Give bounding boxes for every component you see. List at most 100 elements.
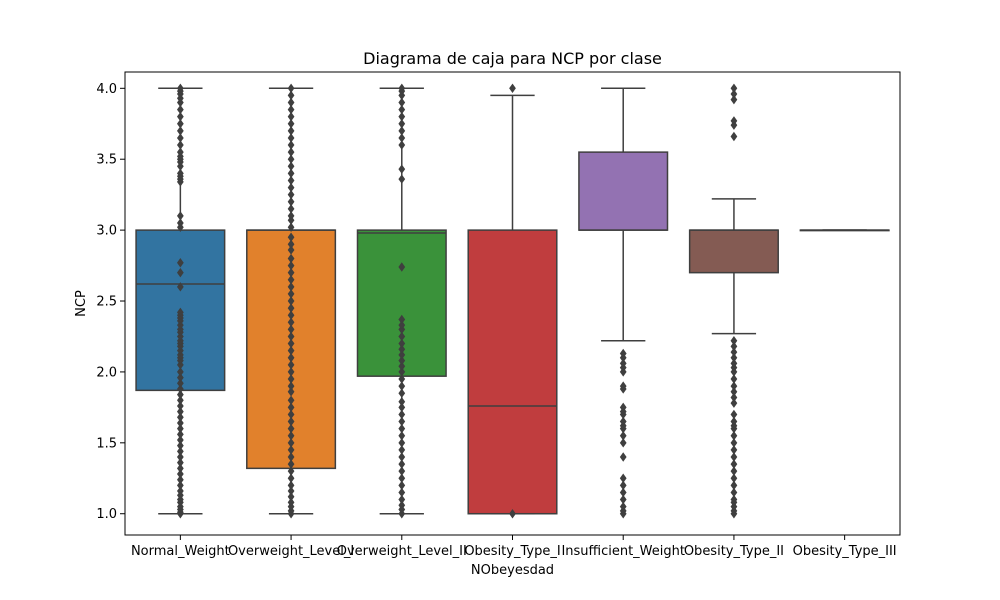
outlier-point [730,416,738,427]
outlier-point [287,267,295,278]
outlier-point [287,416,295,427]
outlier-point [730,374,738,384]
outlier-point [398,409,406,420]
chart-title: Diagrama de caja para NCP por clase [363,49,662,68]
outlier-point [287,395,295,405]
outlier-point [730,358,738,369]
outlier-point [287,161,295,172]
outlier-point [287,466,295,476]
outlier-point [287,104,295,115]
outlier-point [730,116,738,126]
outlier-point [730,480,738,491]
outlier-point [398,126,406,136]
outlier-point [730,445,738,455]
outlier-point [176,423,184,434]
y-tick-label: 4.0 [96,82,117,97]
outlier-point [176,440,184,451]
outlier-point [619,494,627,505]
outlier-point [176,480,184,491]
outlier-point [287,480,295,491]
outlier-point [730,392,738,403]
outlier-point [398,388,406,398]
outlier-point [398,438,406,448]
outlier-point [730,473,738,483]
outlier-point [398,459,406,469]
outlier-point [287,367,295,377]
outlier-point [176,446,184,457]
outlier-point [730,387,738,397]
outlier-point [287,111,295,122]
outlier-point [287,353,295,363]
outlier-point [730,131,738,142]
outlier-point [619,381,627,391]
outlier-point [176,282,184,292]
outlier-point [509,509,516,519]
outlier-point [398,381,406,391]
outlier-point [730,459,738,469]
outlier-point [398,83,406,94]
outlier-point [287,119,295,129]
outlier-point [730,452,738,462]
outlier-point [176,378,184,388]
box-group [578,87,669,519]
outlier-point [730,381,738,391]
outlier-point [398,97,406,108]
outlier-point [619,480,627,491]
outlier-point [287,282,295,292]
x-tick-label: Obesity_Type_I [464,544,560,559]
x-tick-label: Insufficient_Weight [561,544,685,559]
outlier-point [398,361,406,371]
outlier-point [176,218,184,228]
outlier-point [287,239,295,250]
outlier-point [619,438,627,448]
outlier-point [287,289,295,299]
outlier-point [398,320,406,330]
outlier-point [176,211,184,221]
outlier-point [176,111,184,122]
outlier-point [398,338,406,349]
x-axis: Normal_WeightOverweight_Level_IOverweigh… [131,535,897,559]
outlier-point [619,358,627,369]
x-tick-label: Overweight_Level_II [337,544,467,559]
outlier-point [398,487,406,498]
outlier-point [398,402,406,413]
outlier-point [287,245,295,255]
outlier-point [176,452,184,462]
outlier-point [287,310,295,320]
y-tick-label: 2.0 [96,365,117,380]
outlier-point [730,89,738,99]
box [688,229,779,274]
outlier-point [398,174,406,184]
outlier-point [176,457,184,468]
outlier-point [398,111,406,122]
outlier-point [398,367,406,377]
outlier-point [287,222,295,232]
outlier-point [619,402,627,413]
outlier-point [287,168,295,179]
outlier-point [176,126,184,136]
outlier-point [619,431,627,441]
outlier-point [287,182,295,193]
outlier-point [730,409,738,420]
outlier-point [398,344,406,354]
outlier-point [287,491,295,502]
outlier-point [287,317,295,328]
outlier-point [398,104,406,115]
outlier-point [287,204,295,214]
outlier-point [287,275,295,285]
outlier-point [287,445,295,455]
y-axis-title: NCP [74,290,89,317]
outlier-point [619,487,627,498]
box-group [246,83,337,519]
outlier-point [398,314,406,325]
outlier-point [176,168,184,179]
x-axis-title: NObeyesdad [471,563,554,578]
outlier-point [287,211,295,221]
outlier-point [176,469,184,479]
outlier-point [619,348,627,359]
outlier-point [287,387,295,397]
outlier-point [730,94,738,105]
outlier-point [398,164,406,174]
outlier-point [176,406,184,417]
